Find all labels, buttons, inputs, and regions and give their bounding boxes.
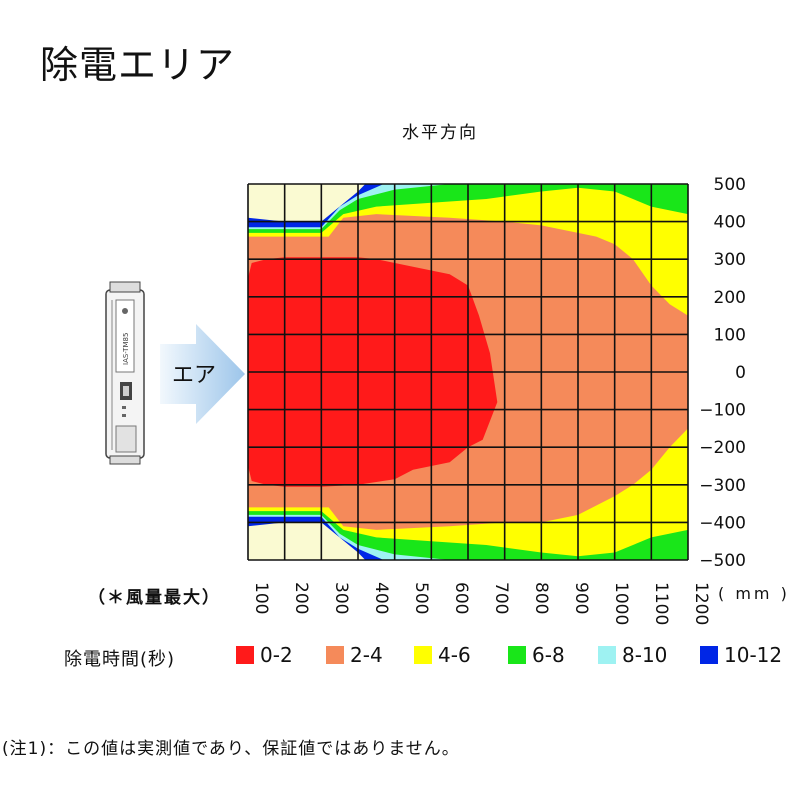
page-title: 除電エリア: [40, 43, 236, 87]
y-tick-label: 400: [714, 213, 746, 233]
x-tick-label: 200: [291, 582, 311, 614]
y-tick-label: 0: [735, 363, 746, 383]
chart-subtitle: 水平方向: [402, 123, 478, 143]
x-tick-label: 1000: [611, 582, 631, 625]
device-bottom-cap: [109, 455, 141, 465]
x-tick-label: 700: [491, 582, 511, 614]
legend-swatch: [700, 646, 718, 664]
legend-swatch: [326, 646, 344, 664]
legend-item: 0-2: [236, 643, 293, 667]
y-tick-label: 100: [714, 325, 746, 345]
x-tick-label: 400: [371, 582, 391, 614]
x-tick-label: 900: [571, 582, 591, 614]
x-tick-label: 600: [451, 582, 471, 614]
legend-label: 0-2: [260, 643, 293, 667]
legend-label: 10-12: [724, 643, 783, 667]
grid-layer: [247, 183, 689, 561]
legend-label: 8-10: [622, 643, 668, 667]
y-tick-label: −300: [699, 476, 746, 496]
device-connector-pin: [123, 386, 129, 396]
x-tick-label: 300: [331, 582, 351, 614]
device-model-text: IAS-TM85: [122, 333, 130, 365]
y-tick-label: 500: [714, 175, 746, 195]
legend-item: 4-6: [414, 643, 471, 667]
device-indicator-2: [122, 414, 126, 417]
device-foot: [115, 425, 137, 453]
legend-item: 10-12: [700, 643, 782, 667]
y-tick-label: −200: [699, 438, 746, 458]
x-axis-unit: ( mm ): [718, 584, 790, 603]
legend-item: 6-8: [508, 643, 565, 667]
x-tick-label: 100: [251, 582, 271, 614]
x-tick-label: 1100: [651, 582, 671, 625]
air-arrow-label: エア: [172, 363, 216, 388]
x-tick-label: 1200: [691, 582, 711, 625]
y-tick-label: −400: [699, 513, 746, 533]
ionizer-device: IAS-TM85: [105, 281, 145, 465]
wind-note: （＊風量最大）: [88, 588, 221, 608]
legend-label: 6-8: [532, 643, 565, 667]
legend-label: 2-4: [350, 643, 383, 667]
x-tick-label: 800: [531, 582, 551, 614]
y-tick-label: 300: [714, 250, 746, 270]
x-tick-label: 500: [411, 582, 431, 614]
legend-item: 2-4: [326, 643, 383, 667]
legend-swatch: [414, 646, 432, 664]
y-tick-label: −500: [699, 551, 746, 571]
legend-label: 4-6: [438, 643, 471, 667]
device-label-strip: [115, 299, 135, 373]
device-indicator-1: [122, 406, 126, 409]
legend-item: 8-10: [598, 643, 667, 667]
y-tick-label: 200: [714, 288, 746, 308]
legend-swatch: [508, 646, 526, 664]
air-arrow-icon: [160, 324, 245, 424]
device-led: [122, 308, 128, 314]
legend-swatch: [236, 646, 254, 664]
legend-swatch: [598, 646, 616, 664]
footnote: (注1)：この値は実測値であり、保証値ではありません。: [2, 739, 460, 759]
y-tick-label: −100: [699, 401, 746, 421]
legend-title: 除電時間(秒): [64, 649, 176, 670]
device-top-cap: [109, 281, 141, 293]
